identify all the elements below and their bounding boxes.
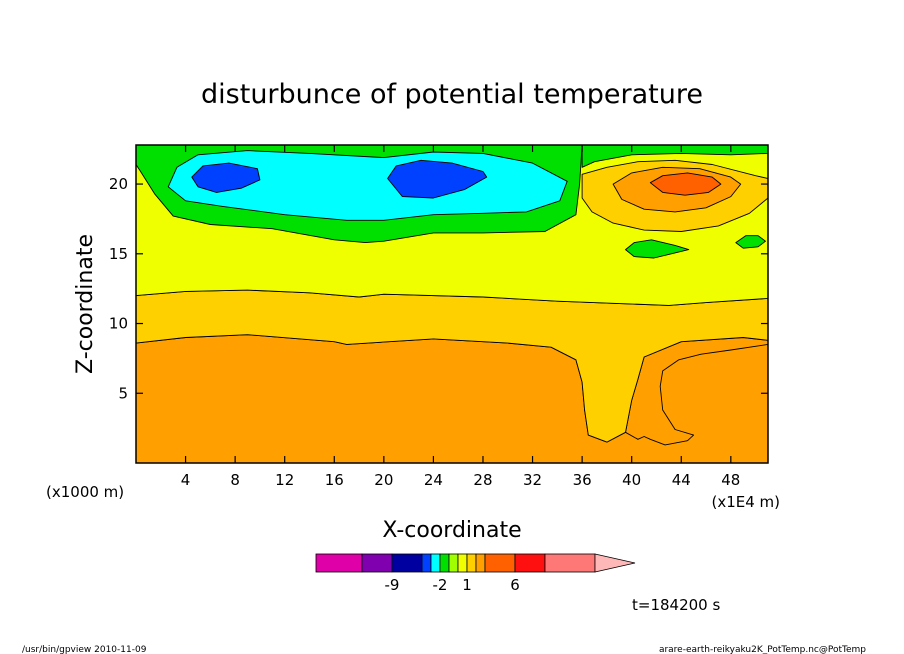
colorbar-extend-arrow	[594, 553, 636, 573]
x-tick-label: 8	[230, 471, 240, 489]
x-unit-right: (x1E4 m)	[711, 493, 780, 511]
contour-region-blue-left	[191, 162, 261, 193]
y-tick-label: 15	[109, 245, 128, 263]
x-tick-label: 12	[275, 471, 294, 489]
colorbar-bin	[457, 553, 468, 573]
footer-left: /usr/bin/gpview 2010-11-09	[22, 645, 147, 654]
colorbar-bin	[391, 553, 423, 573]
colorbar	[315, 553, 636, 573]
colorbar-bin	[430, 553, 441, 573]
chart-title: disturbunce of potential temperature	[201, 79, 703, 110]
colorbar-label: 6	[510, 576, 520, 594]
y-axis-ticks: 5 10 15 20	[109, 175, 768, 402]
x-unit-left: (x1000 m)	[46, 483, 124, 501]
x-tick-label: 44	[672, 471, 691, 489]
x-tick-label: 28	[473, 471, 492, 489]
contour-region-green-top-2	[581, 145, 768, 168]
x-tick-label: 36	[573, 471, 592, 489]
x-axis-label: X-coordinate	[382, 518, 521, 543]
plot-frame	[135, 144, 769, 464]
colorbar-bin	[361, 553, 393, 573]
time-label: t=184200 s	[632, 596, 720, 614]
y-axis-label: Z-coordinate	[73, 234, 98, 374]
x-tick-label: 48	[721, 471, 740, 489]
colorbar-label: 1	[462, 576, 472, 594]
contour-region-green-blob-2	[735, 235, 766, 249]
colorbar-bin	[544, 553, 596, 573]
contour-region-blue-right	[387, 159, 488, 199]
colorbar-bin	[475, 553, 486, 573]
x-axis-ticks: 4 8 12 16 20 24 28 32 36 40 44 48	[181, 145, 740, 489]
colorbar-bin	[421, 553, 432, 573]
contour-region-orange-deep	[649, 172, 722, 196]
colorbar-bin	[439, 553, 450, 573]
colorbar-label: -9	[385, 576, 400, 594]
x-tick-label: 40	[622, 471, 641, 489]
colorbar-labels: -9 -2 1 6	[385, 576, 520, 594]
colorbar-bin	[315, 553, 363, 573]
colorbar-bin	[448, 553, 459, 573]
y-tick-label: 5	[118, 384, 128, 402]
x-tick-label: 4	[181, 471, 191, 489]
colorbar-bin	[514, 553, 546, 573]
x-tick-label: 16	[325, 471, 344, 489]
colorbar-label: -2	[433, 576, 448, 594]
colorbar-bin	[466, 553, 477, 573]
x-tick-label: 20	[374, 471, 393, 489]
y-tick-label: 10	[109, 315, 128, 333]
colorbar-bin	[484, 553, 516, 573]
footer-right: arare-earth-reikyaku2K_PotTemp.nc@PotTem…	[659, 645, 866, 654]
x-tick-label: 24	[424, 471, 443, 489]
y-tick-label: 20	[109, 175, 128, 193]
contour-regions	[136, 145, 768, 463]
contour-region-green-blob-1	[625, 239, 690, 259]
x-tick-label: 32	[523, 471, 542, 489]
